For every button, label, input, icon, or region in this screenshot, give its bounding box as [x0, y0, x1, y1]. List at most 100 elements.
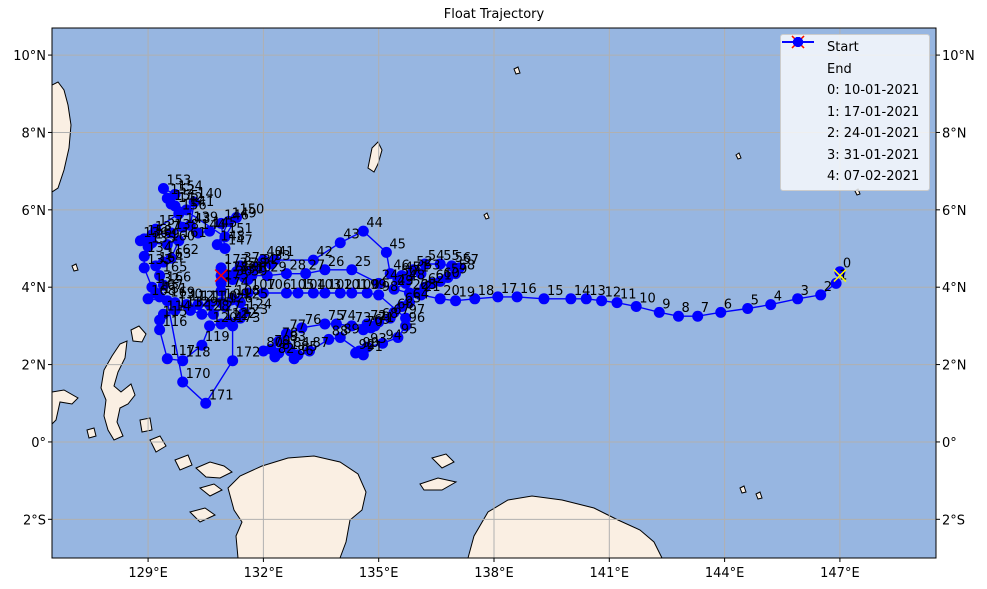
- land-mindanao: [52, 81, 72, 193]
- legend-label: 4: 07-02-2021: [827, 169, 920, 185]
- lon-tick-label: 147°E: [820, 566, 860, 581]
- track-point-label: 171: [209, 388, 234, 403]
- land-islet-west-2: [139, 417, 153, 433]
- track-point: [196, 308, 208, 320]
- track-point-label: 161: [182, 226, 207, 241]
- track-point-label: 105: [289, 278, 314, 293]
- track-point-label: 3: [801, 284, 809, 299]
- track-point-label: 131: [163, 282, 188, 297]
- track-point-label: 9: [662, 297, 670, 312]
- track-point-label: 52: [416, 255, 433, 270]
- track-point: [361, 287, 373, 299]
- track-point-label: 75: [328, 309, 345, 324]
- track-point: [538, 293, 550, 305]
- land-batanta: [198, 483, 223, 497]
- track-point-label: 130: [178, 288, 203, 303]
- track-point-label: 101: [343, 278, 368, 293]
- land-atoll-2: [71, 263, 79, 272]
- track-point-label: 45: [389, 237, 406, 252]
- track-point: [230, 212, 242, 224]
- track-point-label: 100: [355, 278, 380, 293]
- track-point: [234, 297, 246, 309]
- track-point: [200, 397, 212, 409]
- track-point: [419, 281, 431, 293]
- legend-label: 0: 10-01-2021: [827, 83, 920, 99]
- track-point-label: 50: [401, 264, 418, 279]
- track-point-label: 149: [232, 206, 257, 221]
- track-point: [142, 293, 154, 305]
- track-point-label: 172: [236, 346, 261, 361]
- track-point-label: 165: [163, 261, 188, 276]
- track-point-label: 53: [424, 259, 441, 274]
- track-point: [653, 306, 665, 318]
- track-point-label: 112: [190, 290, 215, 305]
- track-point: [692, 310, 704, 322]
- track-point-label: 170: [186, 367, 211, 382]
- track-point: [234, 260, 246, 272]
- track-point: [319, 264, 331, 276]
- lat-tick-label-left: 10°N: [13, 49, 46, 64]
- track-point-label: 115: [163, 305, 188, 320]
- track-point: [334, 331, 346, 343]
- track-point-label: 143: [186, 212, 211, 227]
- track-point: [161, 239, 173, 251]
- track-point: [169, 304, 181, 316]
- track-point-label: 58: [459, 259, 476, 274]
- track-point-label: 29: [270, 261, 287, 276]
- land-morotai: [130, 325, 147, 343]
- lat-tick-label-left: 2°S: [23, 513, 46, 528]
- track-point-label: 109: [224, 288, 249, 303]
- track-point-label: 56: [455, 251, 472, 266]
- track-point-label: 123: [243, 303, 268, 318]
- legend-line-dot-icon: [782, 37, 819, 144]
- legend-line-dot-icon: [782, 37, 819, 101]
- track-point-label: 27: [309, 259, 326, 274]
- track-point-label: 150: [239, 203, 264, 218]
- legend: Start End 0: 10-01-2021 1: 17-01-2021 2: 24-…: [780, 34, 930, 191]
- land-biak: [431, 453, 455, 469]
- track-point: [280, 268, 292, 280]
- track-point: [219, 231, 231, 243]
- track-point: [580, 293, 592, 305]
- track-point-label: 15: [547, 284, 564, 299]
- legend-entry: End: [781, 35, 929, 81]
- track-point-label: 46: [393, 259, 410, 274]
- track-point: [223, 270, 235, 282]
- track-point-label: 48: [409, 268, 426, 283]
- track-point: [161, 295, 173, 307]
- track-point: [173, 235, 185, 247]
- track-point: [596, 295, 608, 307]
- track-point-label: 41: [278, 245, 295, 260]
- legend-cross-icon: [785, 35, 819, 80]
- legend-entry: 3: 31-01-2021: [781, 37, 929, 167]
- track-point-label: 139: [193, 210, 218, 225]
- track-point-label: 155: [174, 189, 199, 204]
- track-point-label: 99: [370, 278, 387, 293]
- track-point-label: 153: [166, 174, 191, 189]
- track-point: [242, 287, 254, 299]
- track-point-label: 107: [251, 278, 276, 293]
- legend-line-dot-icon: [782, 37, 819, 123]
- land-yapen: [419, 477, 458, 491]
- axis-ticks: 129°E 132°E 135°E 138°E 141°E 144°E 147°E 2°S 2°…: [13, 49, 975, 581]
- track-point: [415, 268, 427, 280]
- track-point-label: 144: [201, 218, 226, 233]
- track-point: [269, 254, 281, 266]
- track-point: [204, 320, 216, 332]
- track-point-label: 118: [186, 346, 211, 361]
- track-point: [227, 320, 239, 332]
- track-point-label: 174: [224, 276, 249, 291]
- track-point-label: 110: [213, 290, 238, 305]
- track-point: [346, 320, 358, 332]
- track-point-label: 59: [451, 263, 468, 278]
- track-point-label: 168: [151, 284, 176, 299]
- track-point: [138, 250, 150, 262]
- track-point-label: 148: [220, 230, 245, 245]
- track-point-label: 78: [282, 326, 299, 341]
- track-point: [215, 285, 227, 297]
- lon-tick-label: 144°E: [705, 566, 745, 581]
- track-point: [192, 299, 204, 311]
- track-point: [219, 301, 231, 313]
- track-point: [154, 324, 166, 336]
- track-point-label: 6: [724, 297, 732, 312]
